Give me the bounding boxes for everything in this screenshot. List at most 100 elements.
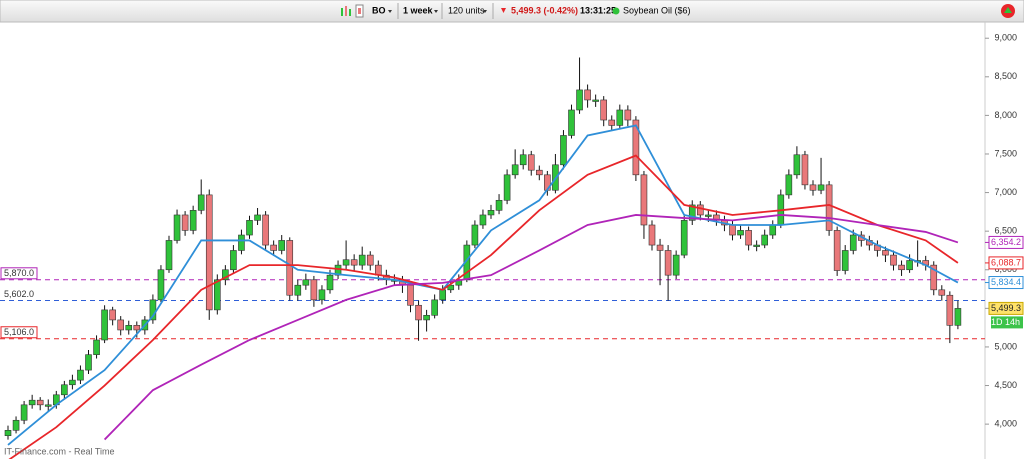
- candle-body: [705, 214, 712, 217]
- candle-body: [841, 250, 849, 271]
- candle-body: [286, 240, 294, 296]
- candle-body: [882, 250, 889, 256]
- candle-body: [616, 109, 624, 126]
- y-tick-label: 7,500: [994, 148, 1017, 158]
- candle-body: [93, 339, 100, 355]
- candle-body: [479, 214, 487, 226]
- candle-body: [849, 234, 857, 251]
- candle-body: [688, 204, 696, 221]
- candle-body: [696, 204, 704, 216]
- y-tick-label: 5,000: [994, 341, 1017, 351]
- candle-body: [222, 269, 229, 281]
- level-label-box: [0, 267, 38, 280]
- candle-body: [890, 254, 897, 266]
- candle-body: [938, 289, 946, 296]
- ma-label-box: [988, 276, 1024, 290]
- chart-type-icons[interactable]: [341, 4, 364, 18]
- candle-body: [165, 240, 173, 271]
- candle-body: [664, 250, 672, 276]
- candle-body: [415, 304, 422, 321]
- candle-body: [753, 244, 760, 247]
- candle-body: [358, 254, 366, 266]
- ma-label-box: [988, 256, 1024, 270]
- candle-body: [672, 254, 680, 276]
- candle-body: [133, 325, 141, 331]
- candle-body: [954, 308, 962, 326]
- candle-body: [519, 154, 527, 166]
- dropdown-arrow: [388, 10, 392, 13]
- candle-body: [238, 234, 245, 251]
- ma-label: 6,088.7: [991, 257, 1021, 267]
- y-tick-label: 4,500: [994, 380, 1017, 390]
- level-label: 5,602.0: [4, 289, 34, 299]
- moving-average: [7, 154, 959, 462]
- candle-body: [535, 169, 543, 176]
- candle-body: [246, 220, 253, 236]
- candle-body: [197, 194, 205, 211]
- candle-body: [125, 325, 133, 331]
- candle-body: [680, 220, 688, 256]
- candle-body: [946, 294, 954, 326]
- price-change: 5,499.3 (-0.42%): [511, 5, 578, 15]
- candle-body: [527, 154, 535, 171]
- candle-body: [640, 174, 648, 226]
- candle-body: [36, 399, 44, 406]
- candle-body: [270, 244, 277, 251]
- y-tick-label: 6,500: [994, 226, 1017, 236]
- candle-body: [487, 210, 495, 216]
- candle-body: [600, 99, 608, 121]
- candle-body: [648, 224, 656, 246]
- level-label: 5,870.0: [4, 268, 34, 278]
- dropdown-arrow: [434, 10, 438, 13]
- toolbar: [0, 0, 1024, 23]
- candle-body: [608, 119, 616, 126]
- down-arrow: [501, 8, 506, 13]
- logo[interactable]: [1001, 4, 1015, 18]
- y-tick-label: 9,000: [994, 33, 1017, 43]
- level-label-box: [1, 288, 37, 300]
- candle-body: [801, 154, 809, 186]
- candle-body: [302, 279, 310, 286]
- candle-body: [584, 89, 591, 101]
- candle-body: [61, 384, 68, 396]
- symbol[interactable]: BO: [372, 5, 386, 15]
- level-label-box: [0, 326, 38, 339]
- candle-body: [181, 214, 189, 231]
- candle-body: [157, 269, 165, 301]
- time: 13:31:25: [580, 5, 616, 15]
- candle-body: [761, 234, 769, 246]
- candle-body: [12, 419, 20, 431]
- candle-body: [44, 404, 52, 407]
- candle-body: [205, 194, 213, 311]
- y-tick-label: 7,000: [994, 187, 1017, 197]
- candle-body: [101, 309, 108, 341]
- units[interactable]: 120 units: [448, 5, 485, 15]
- candle-body: [69, 379, 76, 386]
- y-tick-label: 4,000: [994, 419, 1017, 429]
- candle-body: [809, 184, 817, 191]
- candle-body: [350, 259, 358, 266]
- candle-body: [85, 354, 92, 371]
- y-tick-label: 8,000: [994, 110, 1017, 120]
- candle-body: [230, 250, 237, 271]
- candle-body: [262, 214, 269, 246]
- candle-body: [423, 314, 430, 321]
- ma-label-box: [988, 235, 1024, 249]
- candle-body: [471, 224, 479, 246]
- candle-body: [278, 240, 286, 251]
- candle-body: [439, 289, 447, 301]
- period[interactable]: 1 week: [403, 5, 434, 15]
- candle-body: [898, 264, 905, 271]
- candle-body: [785, 174, 793, 196]
- candle-body: [173, 214, 181, 241]
- candle-body: [817, 184, 825, 191]
- y-tick-label: 8,500: [994, 71, 1017, 81]
- dropdown-arrow: [483, 10, 487, 13]
- last-price-box: [988, 301, 1024, 315]
- candle-body: [511, 164, 519, 176]
- candle-body: [109, 309, 116, 321]
- level-label: 5,106.0: [4, 327, 34, 337]
- candle-body: [906, 260, 913, 271]
